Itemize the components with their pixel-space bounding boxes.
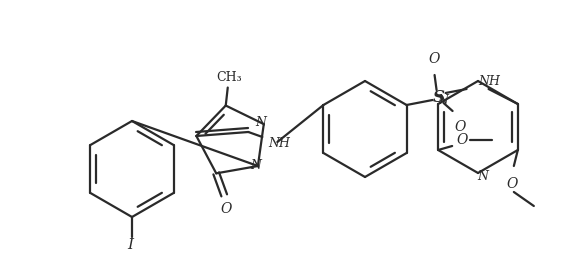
Text: S: S [432, 89, 445, 105]
Text: N: N [438, 93, 449, 106]
Text: O: O [506, 177, 517, 191]
Text: NH: NH [268, 138, 290, 150]
Text: N: N [477, 170, 488, 183]
Text: O: O [455, 120, 466, 134]
Text: O: O [221, 202, 232, 216]
Text: O: O [429, 52, 440, 66]
Text: CH₃: CH₃ [216, 71, 242, 84]
Text: I: I [127, 238, 133, 252]
Text: N: N [250, 159, 261, 171]
Text: NH: NH [478, 75, 501, 88]
Text: O: O [456, 133, 468, 147]
Text: N: N [255, 116, 267, 129]
